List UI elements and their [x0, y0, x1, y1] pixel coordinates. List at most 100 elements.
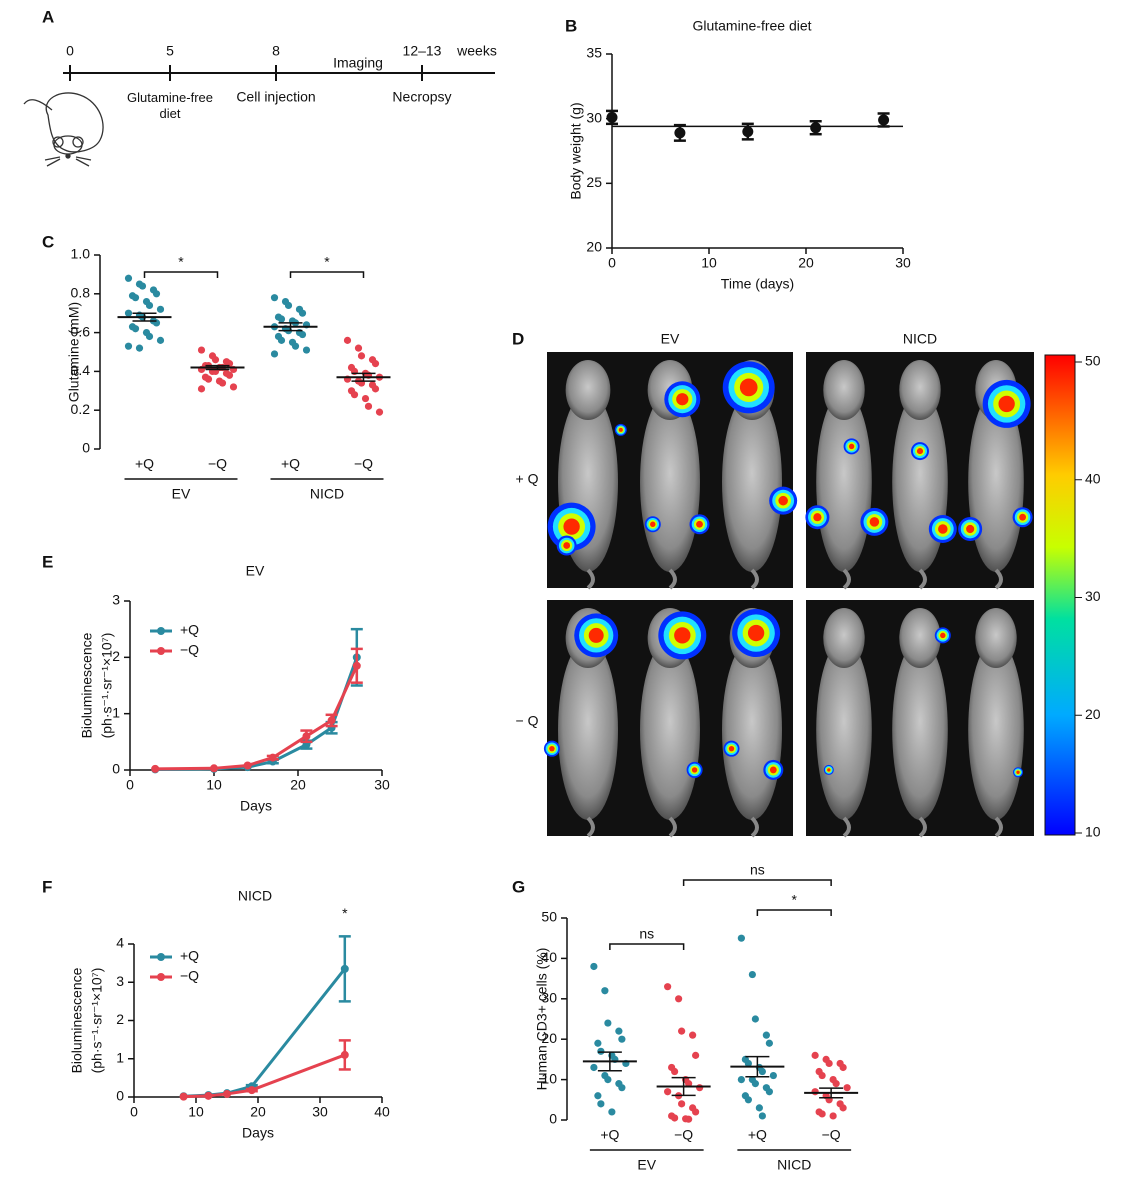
point	[769, 1071, 777, 1080]
x-tick-label: 10	[701, 255, 717, 271]
y-tick-label: 0	[112, 761, 120, 777]
x-tick-label: 10	[188, 1104, 204, 1120]
x-tick-label: 30	[895, 255, 911, 271]
annotation: *	[342, 905, 348, 921]
y-axis-label: Body weight (g)	[568, 102, 584, 199]
y-axis-label: Bioluminescence	[69, 967, 85, 1073]
y-axis-label: Human CD3+ cells (%)	[534, 948, 550, 1091]
mouse-body	[558, 640, 618, 820]
mouse-body	[640, 640, 700, 820]
point	[371, 385, 380, 393]
point	[758, 1067, 766, 1076]
y-tick-label: 30	[586, 109, 602, 125]
x-tick-label: −Q	[354, 456, 373, 472]
series-line	[183, 1053, 346, 1099]
point	[696, 1084, 704, 1092]
y-tick-label: 2	[112, 648, 120, 664]
signal-spot	[827, 768, 831, 772]
signal-spot	[588, 627, 604, 643]
panel-label: C	[42, 232, 54, 251]
x-tick-label: 20	[290, 777, 306, 793]
y-tick-label: 1	[112, 704, 120, 720]
point	[674, 127, 686, 139]
point	[751, 1015, 759, 1023]
row-header: + Q	[516, 471, 539, 487]
signal-spot	[676, 393, 689, 406]
point	[291, 342, 300, 350]
group-label: NICD	[777, 1157, 811, 1173]
panel-label: E	[42, 552, 53, 571]
point	[597, 1047, 605, 1055]
chart-title: EV	[246, 563, 265, 579]
mouse-tail	[918, 568, 927, 590]
legend-label: −Q	[180, 968, 199, 984]
point	[618, 1084, 626, 1092]
point	[268, 753, 277, 762]
y-tick-label: 1.0	[71, 246, 91, 262]
x-tick-label: 40	[374, 1104, 390, 1120]
point	[755, 1104, 763, 1112]
point	[829, 1112, 837, 1120]
point	[204, 1091, 213, 1100]
signal-spot	[563, 542, 571, 549]
colorbar-tick-label: 20	[1085, 706, 1101, 722]
mouse-body	[816, 640, 872, 820]
x-tick-label: +Q	[281, 456, 300, 472]
point	[678, 1027, 686, 1035]
point	[818, 1071, 826, 1080]
significance-bracket	[143, 271, 219, 278]
point	[179, 1092, 188, 1101]
point	[618, 1035, 626, 1043]
mouse-head	[565, 360, 611, 420]
legend-marker	[157, 627, 165, 635]
point	[692, 1051, 700, 1059]
point	[298, 309, 307, 317]
point	[247, 1086, 256, 1095]
significance-label: ns	[750, 862, 765, 878]
signal-spot	[998, 395, 1015, 413]
x-axis-label: Days	[242, 1125, 274, 1141]
point	[357, 352, 366, 360]
point	[131, 325, 140, 333]
significance-label: *	[324, 254, 330, 270]
colorbar-tick-label: 40	[1085, 470, 1101, 486]
point	[364, 402, 373, 410]
point	[601, 987, 609, 995]
signal-spot	[1019, 513, 1026, 521]
point	[223, 1089, 231, 1098]
x-tick-label: 20	[250, 1104, 266, 1120]
point	[218, 379, 227, 387]
point	[156, 336, 165, 344]
signal-spot	[940, 632, 946, 639]
point	[277, 336, 286, 344]
point	[685, 1080, 693, 1088]
point	[748, 970, 756, 979]
point	[375, 408, 384, 416]
group-label: NICD	[310, 486, 344, 502]
point	[818, 1110, 826, 1118]
y-tick-label: 0.4	[71, 362, 91, 378]
point	[765, 1039, 773, 1047]
mouse-tail	[750, 816, 759, 838]
mouse-body	[892, 640, 948, 820]
colorbar-tick-label: 50	[1085, 353, 1101, 369]
point	[604, 1019, 612, 1027]
y-tick-label: 30	[541, 990, 557, 1006]
mouse-tail	[750, 568, 759, 590]
significance-label: ns	[639, 926, 654, 942]
column-header: EV	[661, 331, 680, 347]
point	[371, 360, 380, 368]
point	[225, 371, 234, 379]
signal-spot	[916, 448, 924, 455]
point	[138, 282, 147, 290]
point	[597, 1100, 605, 1108]
point	[737, 1076, 745, 1084]
point	[664, 1088, 672, 1096]
y-tick-label: 0.6	[71, 323, 91, 339]
point	[343, 336, 352, 344]
y-tick-label: 0.2	[71, 401, 91, 417]
point	[131, 294, 140, 302]
timeline-tick-label: 0	[66, 43, 74, 59]
y-tick-label: 4	[116, 935, 124, 951]
point	[590, 1063, 598, 1072]
